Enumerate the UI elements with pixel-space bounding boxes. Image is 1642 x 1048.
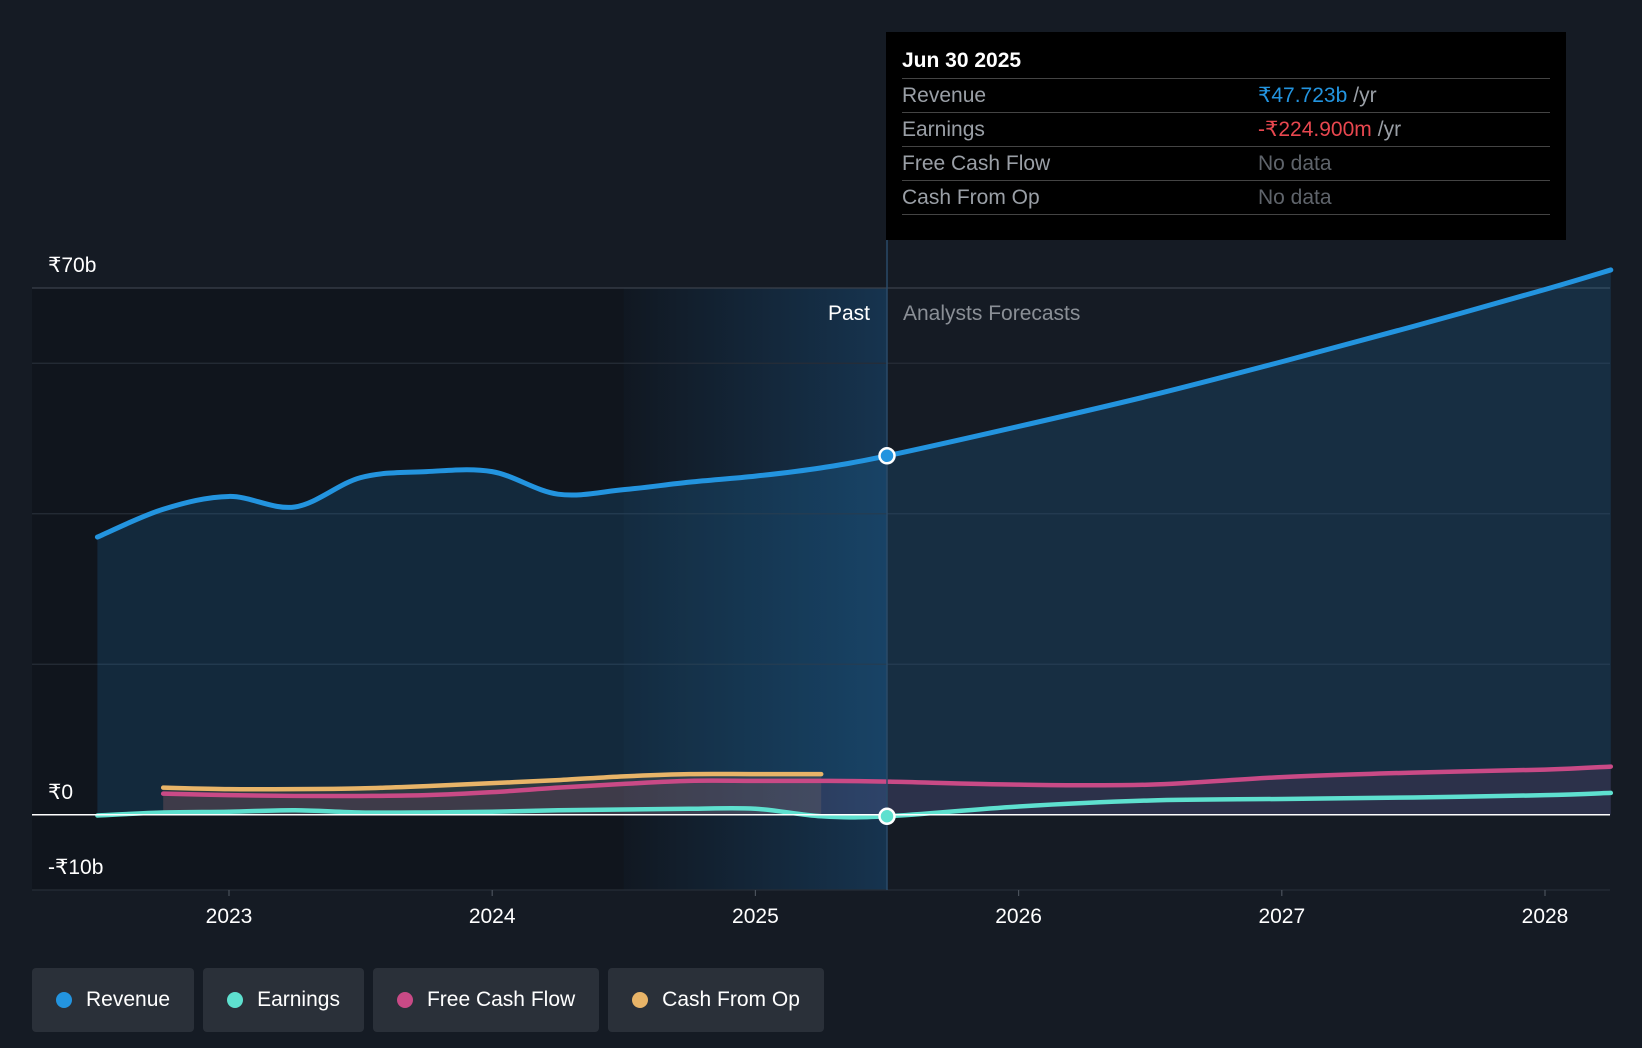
x-tick-label: 2026 [995, 905, 1042, 928]
hover-markers [878, 447, 896, 826]
y-tick-label: ₹0 [48, 781, 73, 804]
past-label: Past [828, 302, 870, 325]
x-tick-label: 2023 [206, 905, 253, 928]
marker-earnings [878, 807, 896, 826]
legend-label: Revenue [86, 988, 171, 1011]
legend-label: Earnings [257, 988, 340, 1011]
legend-dot-icon [396, 992, 413, 1008]
line-cash-from-op [160, 771, 824, 792]
line-revenue [94, 267, 1614, 540]
forecast-label: Analysts Forecasts [903, 302, 1080, 325]
x-tick-label: 2027 [1258, 905, 1305, 928]
legend-dot-icon [227, 992, 244, 1008]
tooltip-row-free-cash-flow: Free Cash Flow No data [902, 147, 1550, 181]
past-highlight [623, 288, 887, 890]
tooltip-name: Revenue [902, 84, 987, 107]
area-revenue [97, 269, 1611, 815]
legend-label: Free Cash Flow [426, 988, 576, 1011]
x-tick-label: 2025 [732, 905, 779, 928]
tooltip-value-revenue: ₹47.723b [1258, 84, 1348, 107]
tooltip-row-cash-from-op: Cash From Op No data [902, 181, 1550, 215]
gridlines [32, 287, 1610, 891]
x-tick-label: 2024 [469, 905, 516, 928]
legend-dot-icon [632, 992, 649, 1008]
line-free-cash-flow [160, 764, 1614, 799]
line-earnings [95, 790, 1614, 820]
tooltip-value-free-cash-flow: No data [1258, 152, 1332, 175]
legend-dot-icon [56, 992, 72, 1008]
tooltip-name: Cash From Op [902, 186, 1040, 209]
tooltip-row-revenue: Revenue ₹47.723b /yr [902, 79, 1550, 113]
tooltip-name: Free Cash Flow [902, 152, 1051, 175]
y-tick-label: -₹10b [48, 856, 103, 879]
legend-item-earnings[interactable]: Earnings [203, 968, 364, 1032]
y-axis: ₹70b ₹0 -₹10b [48, 254, 103, 879]
tooltip: Jun 30 2025 Revenue ₹47.723b /yr Earning… [886, 32, 1566, 240]
marker-revenue [878, 447, 896, 465]
legend-item-cash-from-op[interactable]: Cash From Op [608, 968, 824, 1032]
tooltip-row-earnings: Earnings -₹224.900m /yr [902, 113, 1550, 147]
legend: Revenue Earnings Free Cash Flow Cash Fro… [32, 968, 824, 1032]
x-axis: 2023 2024 2025 2026 2027 2028 [206, 890, 1569, 928]
legend-item-free-cash-flow[interactable]: Free Cash Flow [372, 968, 600, 1032]
tooltip-value-cash-from-op: No data [1258, 186, 1332, 209]
tooltip-date: Jun 30 2025 [902, 46, 1550, 79]
tooltip-unit: /yr [1377, 118, 1402, 141]
legend-item-revenue[interactable]: Revenue [32, 968, 195, 1032]
legend-label: Cash From Op [662, 988, 800, 1011]
tooltip-value-earnings: -₹224.900m [1258, 118, 1372, 141]
tooltip-name: Earnings [902, 118, 985, 141]
series-lines [94, 267, 1614, 820]
y-tick-label: ₹70b [48, 254, 96, 277]
x-tick-label: 2028 [1522, 905, 1569, 928]
tooltip-unit: /yr [1353, 84, 1377, 107]
